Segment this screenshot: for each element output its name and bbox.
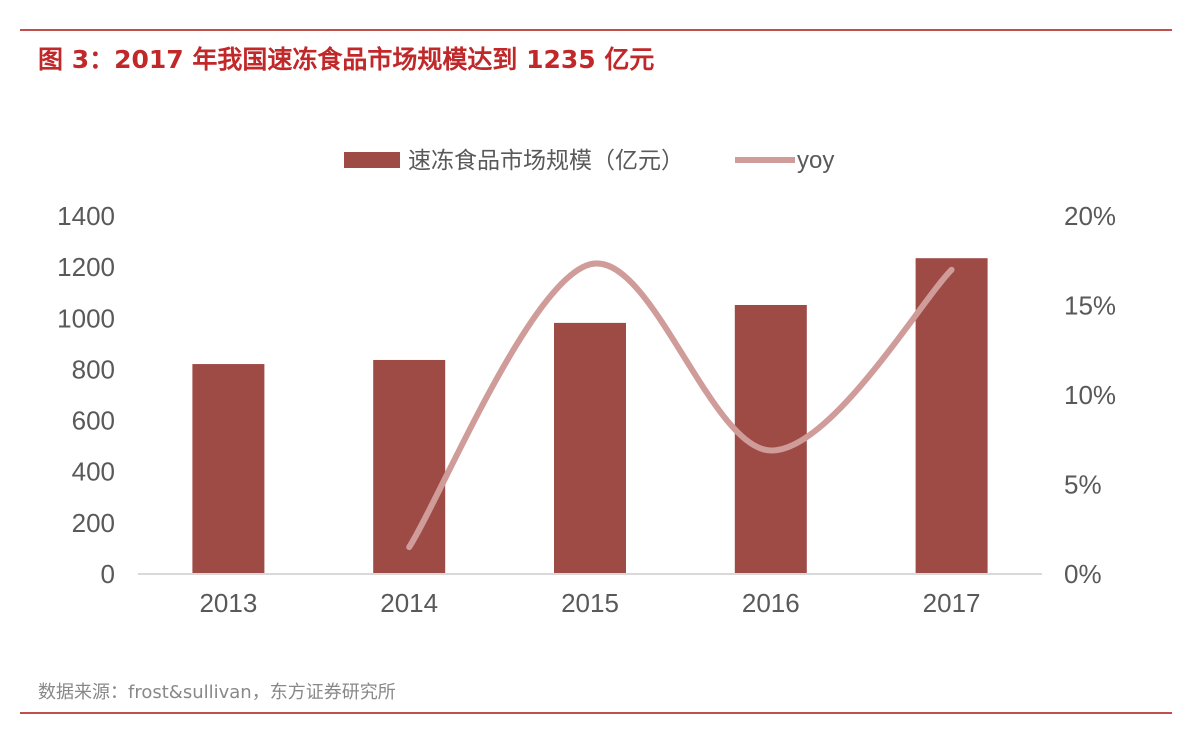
- bar-2013: [192, 364, 265, 574]
- y-tick-label: 800: [72, 354, 115, 384]
- y2-tick-label: 20%: [1064, 201, 1116, 231]
- source-note: 数据来源：frost&sullivan，东方证券研究所: [38, 682, 396, 703]
- legend-line-label: yoy: [797, 147, 834, 174]
- x-tick-label: 2013: [199, 588, 257, 618]
- legend-bar-swatch: [344, 152, 400, 168]
- bar-2017: [915, 258, 988, 574]
- y-tick-label: 400: [72, 457, 115, 487]
- x-tick-label: 2016: [742, 588, 800, 618]
- x-tick-label: 2014: [380, 588, 438, 618]
- y-tick-label: 600: [72, 406, 115, 436]
- bar-2015: [554, 322, 626, 574]
- x-tick-label: 2015: [561, 588, 619, 618]
- top-rule: [20, 29, 1172, 31]
- y-tick-label: 1000: [57, 303, 115, 333]
- y-tick-label: 0: [101, 559, 115, 589]
- y2-tick-label: 10%: [1064, 380, 1116, 410]
- y2-tick-label: 0%: [1064, 559, 1102, 589]
- figure-title: 图 3：2017 年我国速冻食品市场规模达到 1235 亿元: [38, 45, 655, 74]
- bar-2014: [373, 359, 446, 574]
- x-tick-label: 2017: [923, 588, 981, 618]
- y-tick-label: 200: [72, 508, 115, 538]
- y2-tick-label: 15%: [1064, 291, 1116, 321]
- y-tick-label: 1400: [57, 201, 115, 231]
- yoy-line: [406, 260, 955, 551]
- y-tick-label: 1200: [57, 252, 115, 282]
- legend-bar-label: 速冻食品市场规模（亿元）: [408, 147, 684, 173]
- bottom-rule: [20, 712, 1172, 714]
- y2-tick-label: 5%: [1064, 470, 1102, 500]
